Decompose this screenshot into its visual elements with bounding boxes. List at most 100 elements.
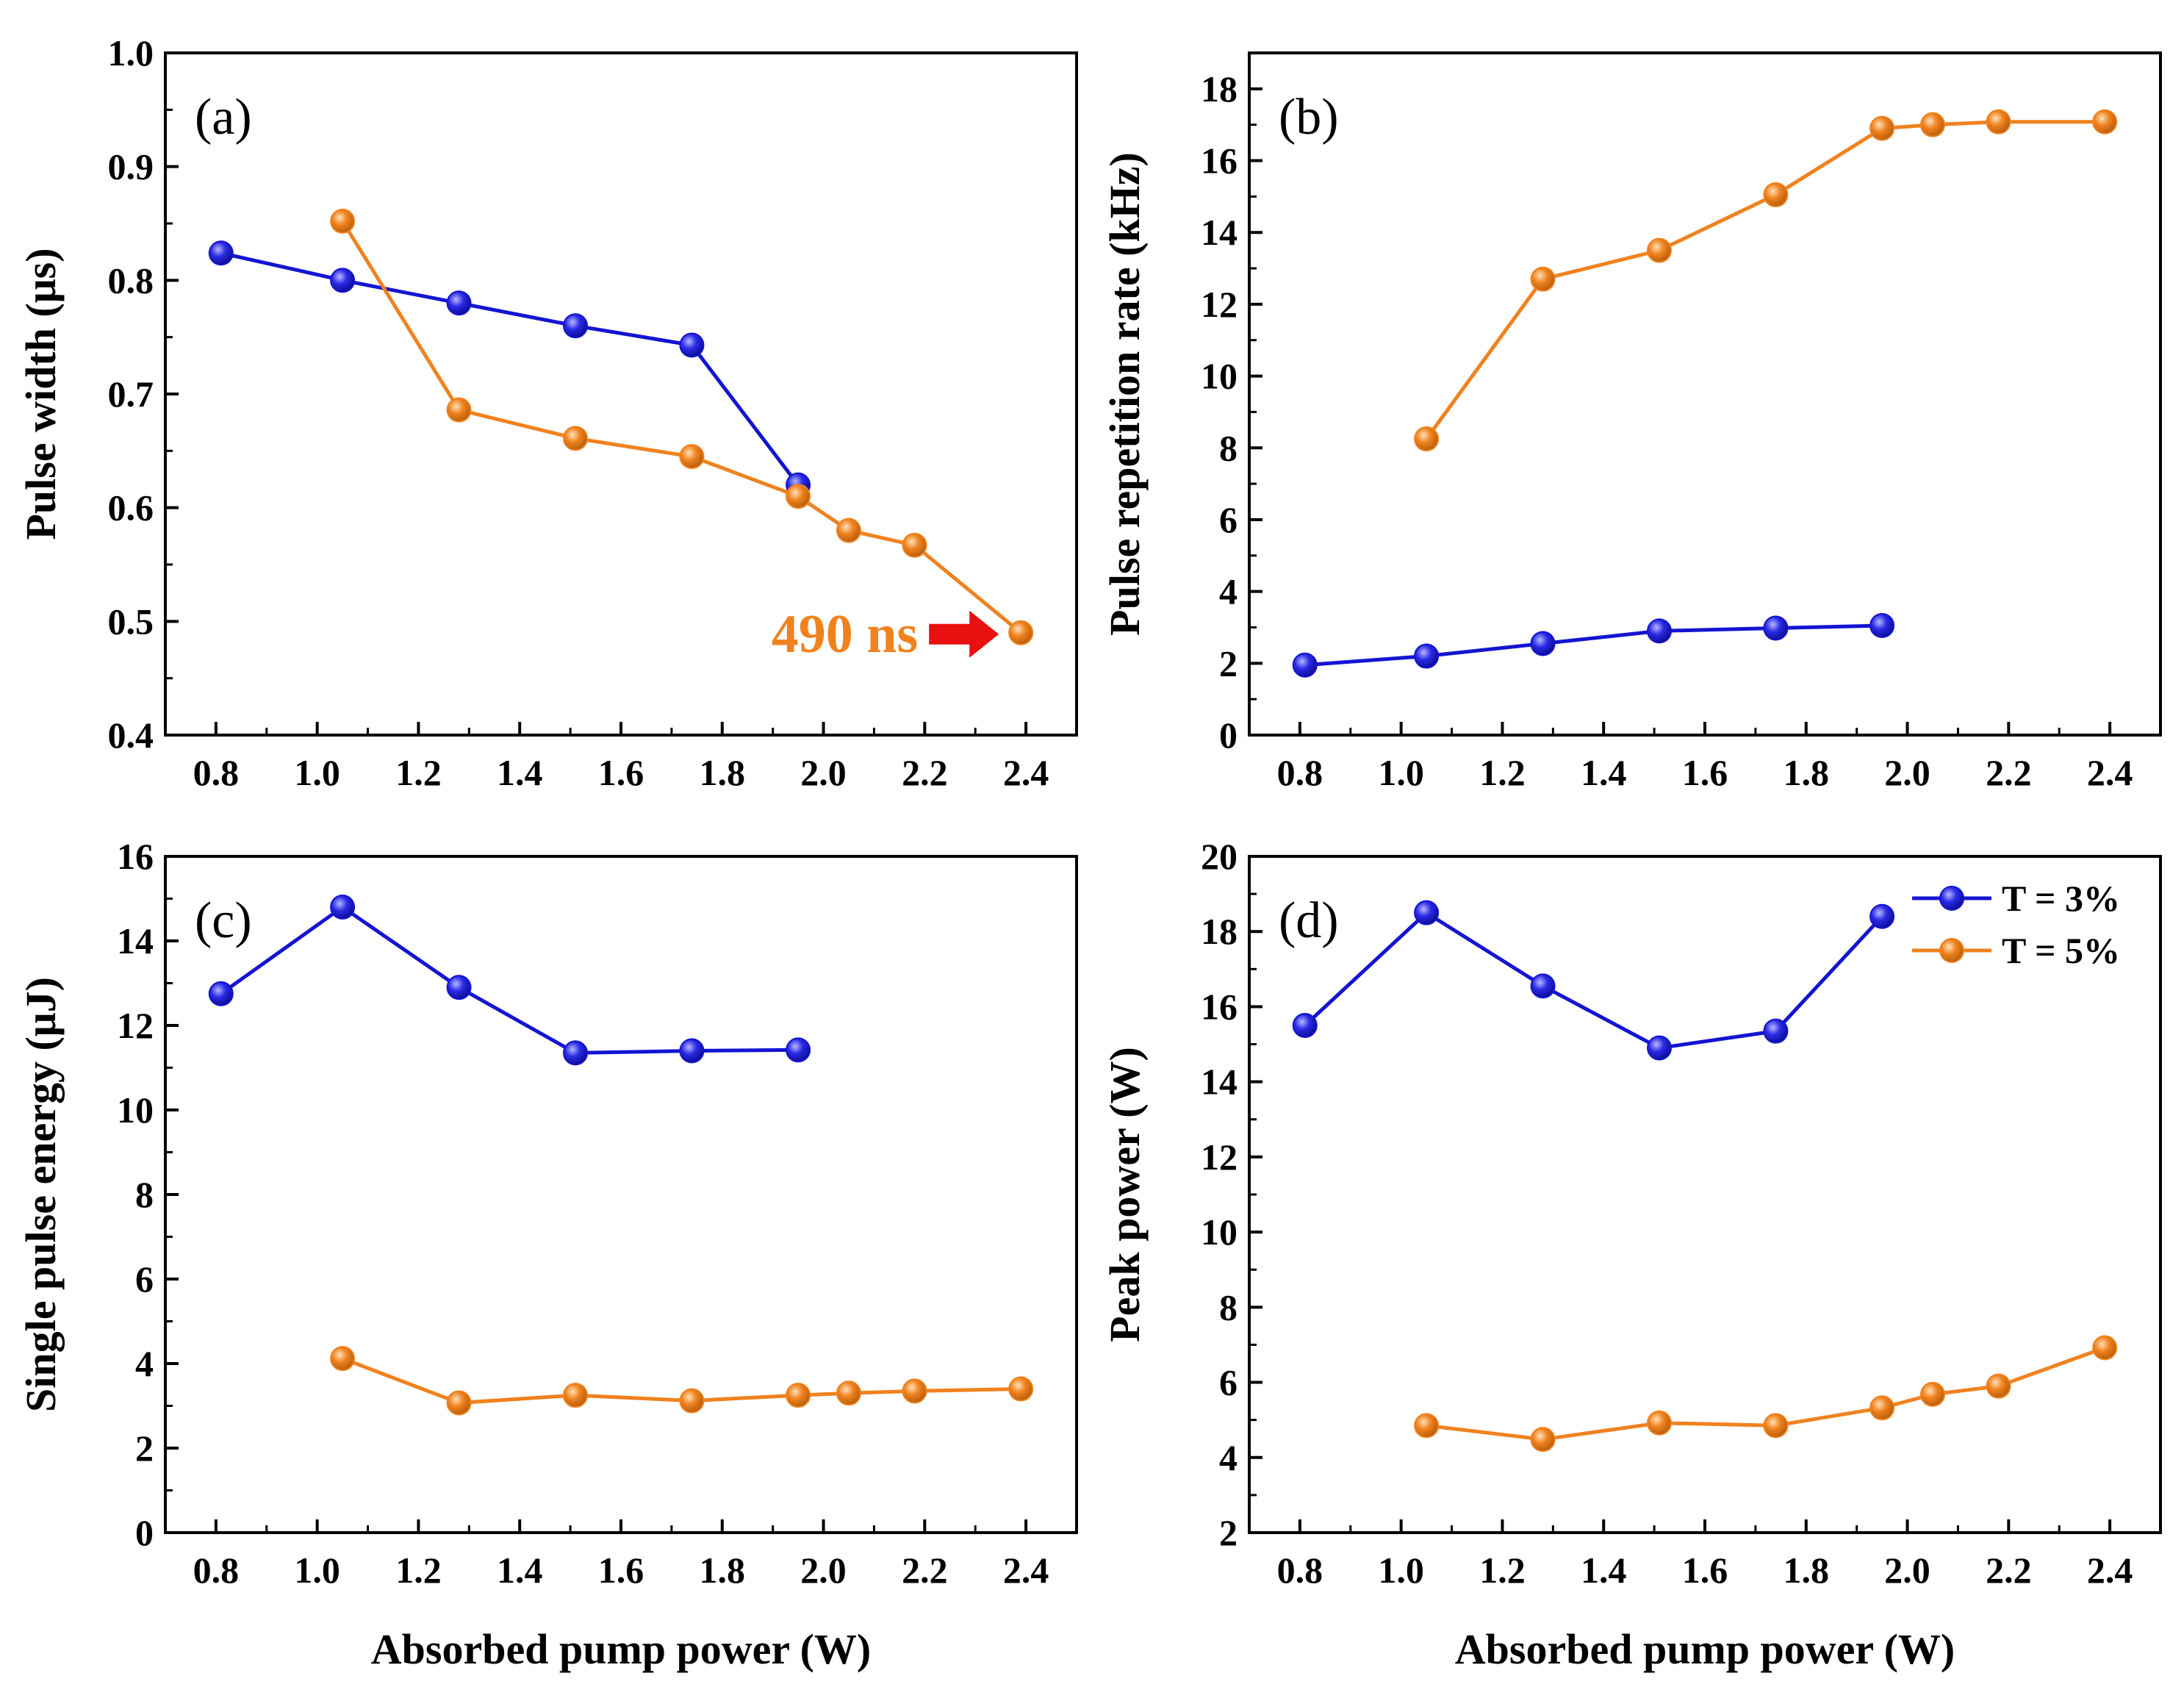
panel-label: (d) (1279, 892, 1339, 949)
panel-d: 0.8 1.0 1.2 1.4 1.6 1.8 2.0 2.2 2.4 2 4 6 8 10 12 14 16 1… (1101, 836, 2162, 1673)
data-point-t5 (1008, 620, 1034, 645)
data-point-t3 (1647, 618, 1672, 644)
panel-b: 0.8 1.0 1.2 1.4 1.6 1.8 2.0 2.2 2.4 0 2 4 6 8 10 12 14 16… (1101, 51, 2162, 793)
series-line-t3 (1304, 623, 1883, 667)
series-line-t3 (220, 905, 799, 1055)
data-point-t3 (330, 268, 356, 293)
x-tick-label: 2.0 (800, 1550, 847, 1591)
panel-label: (a) (195, 89, 252, 146)
y-tick-label: 0.4 (108, 714, 154, 756)
legend: T = 3% T = 5% (1912, 878, 2120, 971)
x-tick-label: 1.0 (294, 1550, 340, 1591)
x-tick-label: 2.4 (1003, 1550, 1049, 1591)
x-tick-label: 2.2 (902, 752, 948, 793)
annotation-arrow (929, 610, 999, 658)
x-axis-title: Absorbed pump power (W) (1455, 1625, 1955, 1673)
data-point-t5 (563, 1383, 588, 1408)
data-point-t5 (1530, 266, 1556, 292)
y-tick-label: 18 (1201, 911, 1238, 952)
data-point-t5 (1986, 1373, 2011, 1399)
x-tick-label: 1.8 (700, 752, 746, 793)
x-tick-label: 1.0 (294, 752, 340, 793)
data-point-t3 (563, 1040, 588, 1066)
y-tick-label: 10 (1201, 1211, 1238, 1253)
data-point-t3 (563, 313, 588, 339)
x-tick-label: 1.0 (1378, 1550, 1424, 1591)
data-point-t3 (1869, 903, 1895, 929)
x-tick-label: 2.4 (2087, 752, 2133, 793)
data-point-t5 (836, 1380, 861, 1406)
x-tick-label: 1.6 (1682, 1550, 1728, 1591)
data-point-t3 (1763, 1018, 1789, 1044)
y-tick-label: 14 (117, 920, 154, 961)
y-tick-label: 0.7 (108, 373, 154, 415)
x-tick-label: 2.4 (2087, 1550, 2133, 1591)
legend-marker-t5 (1939, 938, 1964, 963)
y-tick-label: 0.9 (108, 146, 154, 187)
data-point-t3 (1530, 631, 1556, 656)
data-point-t3 (1414, 900, 1440, 925)
x-tick-label: 2.2 (902, 1550, 948, 1591)
series-line-t5 (1425, 120, 2105, 440)
x-tick-label: 1.4 (497, 752, 543, 793)
data-point-t3 (1869, 613, 1895, 639)
x-tick-label: 0.8 (1277, 1550, 1323, 1591)
data-point-t5 (1869, 1395, 1895, 1421)
y-tick-label: 6 (1219, 1362, 1238, 1403)
y-tick-label: 14 (1201, 1061, 1238, 1103)
x-tick-label: 1.8 (700, 1550, 746, 1591)
data-point-t5 (1414, 1413, 1440, 1439)
y-tick-label: 18 (1201, 68, 1238, 110)
series-line-t3 (220, 251, 800, 487)
y-axis-title: Pulse width (μs) (17, 248, 65, 540)
data-point-t5 (1763, 182, 1789, 207)
y-tick-label: 12 (117, 1005, 154, 1046)
data-point-t3 (786, 1037, 811, 1063)
y-tick-label: 8 (135, 1174, 154, 1215)
x-tick-label: 1.4 (497, 1550, 543, 1591)
data-point-t5 (1869, 115, 1895, 141)
y-tick-label: 0 (135, 1512, 154, 1553)
data-point-t5 (1647, 237, 1672, 263)
data-point-t3 (1292, 652, 1318, 678)
data-point-t3 (446, 975, 472, 1000)
data-point-t5 (446, 397, 472, 423)
data-point-t5 (902, 1378, 927, 1404)
y-axis-title: Single pulse energy (μJ) (17, 977, 65, 1412)
y-tick-label: 2 (1219, 642, 1238, 684)
data-point-t3 (1647, 1035, 1672, 1061)
x-tick-label: 2.0 (800, 752, 847, 793)
x-tick-label: 2.2 (1986, 1550, 2032, 1591)
y-tick-label: 0 (1219, 714, 1238, 756)
y-tick-label: 12 (1201, 284, 1238, 325)
data-point-t5 (679, 1388, 705, 1414)
data-point-t3 (679, 1038, 705, 1064)
y-tick-label: 1.0 (108, 32, 154, 74)
data-point-t5 (1008, 1376, 1034, 1402)
data-point-t5 (679, 444, 705, 470)
x-tick-label: 2.4 (1003, 752, 1049, 793)
x-tick-label: 2.2 (1986, 752, 2032, 793)
x-tick-label: 1.0 (1378, 752, 1424, 793)
x-tick-label: 0.8 (193, 752, 240, 793)
data-point-t5 (2092, 1335, 2118, 1361)
x-tick-label: 1.6 (1682, 752, 1728, 793)
y-tick-label: 0.6 (108, 487, 154, 529)
series-line-t3 (1304, 911, 1883, 1050)
y-axis-title: Peak power (W) (1101, 1047, 1149, 1342)
data-point-t3 (1763, 615, 1789, 641)
y-tick-label: 10 (117, 1089, 154, 1131)
data-point-t5 (330, 1346, 356, 1372)
panel-label: (c) (195, 892, 252, 949)
y-axis-title: Pulse repetition rate (kHz) (1101, 152, 1149, 636)
data-point-t3 (330, 895, 356, 920)
data-point-t3 (679, 332, 705, 358)
x-tick-label: 1.4 (1581, 1550, 1627, 1591)
y-tick-label: 16 (117, 836, 154, 877)
panel-a: 0.8 1.0 1.2 1.4 1.6 1.8 2.0 2.2 2.4 0.4 0.5 0.6 0.7 0… (17, 32, 1078, 793)
data-point-t5 (2092, 109, 2118, 135)
y-tick-label: 8 (1219, 1286, 1238, 1328)
data-point-t3 (1414, 643, 1440, 669)
x-tick-label: 2.0 (1884, 1550, 1930, 1591)
